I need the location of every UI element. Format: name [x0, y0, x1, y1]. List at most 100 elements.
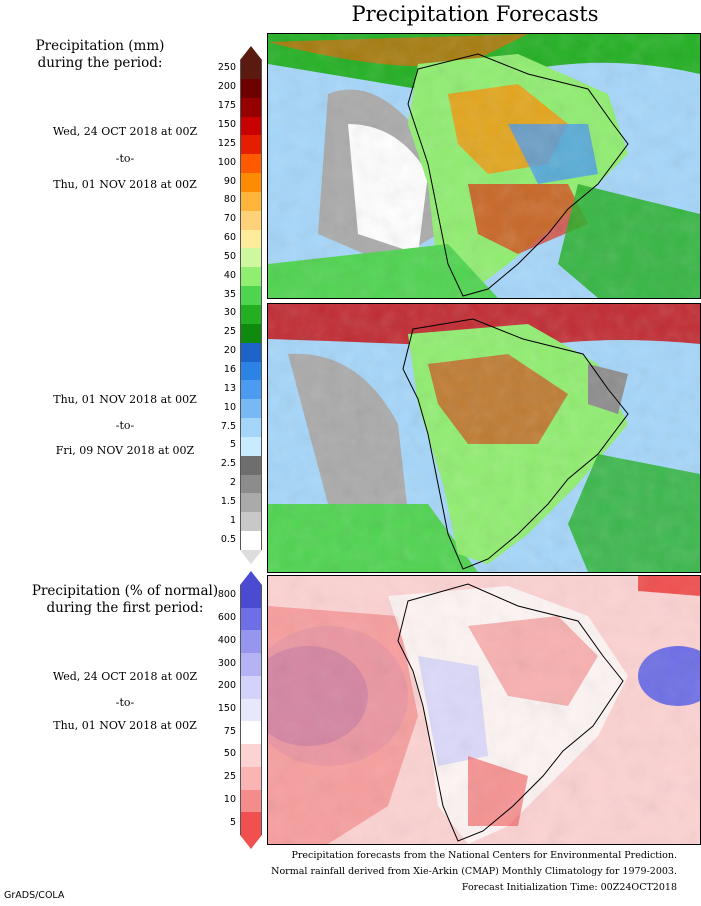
pct-scale-upper-arrow	[240, 571, 262, 585]
pct-scale-tick-label: 300	[217, 657, 236, 669]
panel2-start-date: Thu, 01 NOV 2018 at 00Z	[53, 393, 197, 406]
mm-scale-swatch	[240, 154, 262, 174]
mm-scale-tick-label: 60	[223, 232, 236, 244]
mm-scale-tick-label: 13	[223, 382, 236, 394]
panel3-header-line2: during the first period:	[46, 600, 204, 616]
credit-label: GrADS/COLA	[4, 890, 65, 901]
pct-scale-tick-label: 25	[223, 771, 236, 783]
mm-scale-swatch	[240, 78, 262, 98]
mm-scale-tick-label: 250	[217, 62, 236, 74]
precip-map-period1-graphic	[268, 34, 700, 298]
mm-colorbar	[240, 46, 262, 564]
mm-scale-swatch	[240, 474, 262, 494]
mm-scale-swatch	[240, 380, 262, 400]
mm-scale-tick-label: 0.5	[220, 533, 236, 545]
mm-scale-tick-label: 7.5	[220, 420, 236, 432]
mm-scale-swatch	[240, 493, 262, 513]
pct-scale-tick-label: 50	[223, 748, 236, 760]
panel2-to: -to-	[115, 419, 135, 432]
mm-scale-swatch	[240, 531, 262, 550]
precip-map-period2	[267, 303, 701, 573]
mm-scale-tick-label: 150	[217, 118, 236, 130]
mm-scale-swatch	[240, 60, 262, 79]
mm-scale-tick-label: 2.5	[220, 458, 236, 470]
panel1-to: -to-	[115, 152, 135, 165]
precip-map-period2-graphic	[268, 304, 700, 572]
mm-scale-swatch	[240, 116, 262, 136]
panel1-header: Precipitation (mm) during the period:	[0, 38, 200, 72]
pct-scale-swatch	[240, 675, 262, 699]
mm-scale-tick-label: 1	[229, 514, 236, 526]
panel3-start-date: Wed, 24 OCT 2018 at 00Z	[52, 670, 198, 683]
mm-scale-tick-label: 90	[223, 175, 236, 187]
mm-scale-tick-label: 50	[223, 250, 236, 262]
pct-scale-swatch	[240, 789, 262, 813]
mm-scale-tick-label: 2	[229, 477, 236, 489]
mm-scale-tick-label: 200	[217, 81, 236, 93]
mm-scale-tick-label: 125	[217, 137, 236, 149]
panel3-end-date: Thu, 01 NOV 2018 at 00Z	[53, 719, 197, 732]
mm-scale-swatch	[240, 305, 262, 324]
pct-scale-tick-label: 150	[217, 703, 236, 714]
mm-scale-swatch	[240, 418, 262, 437]
pct-scale-swatch	[240, 766, 262, 790]
mm-scale-swatch	[240, 455, 262, 475]
precip-map-period1	[267, 33, 701, 299]
pct-scale-tick-label: 200	[217, 680, 236, 692]
pct-scale-swatch	[240, 607, 262, 631]
mm-scale-tick-label: 20	[223, 345, 236, 357]
percent-normal-map	[267, 575, 701, 845]
mm-scale-tick-label: 5	[229, 439, 236, 451]
footer-line2: Normal rainfall derived from Xie-Arkin (…	[271, 866, 677, 877]
pct-scale-swatch	[240, 630, 262, 654]
mm-scale-swatch	[240, 323, 262, 343]
mm-scale-swatch	[240, 361, 262, 381]
mm-scale-swatch	[240, 399, 262, 419]
mm-scale-tick-label: 175	[217, 100, 236, 112]
mm-scale-tick-label: 80	[223, 194, 236, 206]
mm-scale-swatch	[240, 267, 262, 287]
mm-scale-tick-label: 16	[223, 363, 236, 375]
mm-scale-swatch	[240, 135, 262, 155]
panel3-header-line1: Precipitation (% of normal)	[31, 583, 219, 599]
pct-scale-tick-label: 400	[217, 634, 236, 646]
panel1-header-line2: during the period:	[37, 55, 163, 71]
mm-scale-tick-label: 100	[217, 156, 236, 168]
mm-scale-swatch	[240, 286, 262, 305]
panel1-end-date: Thu, 01 NOV 2018 at 00Z	[53, 178, 197, 191]
mm-scale-tick-label: 70	[223, 213, 236, 225]
panel1-start-date: Wed, 24 OCT 2018 at 00Z	[52, 125, 198, 138]
page-title: Precipitation Forecasts	[351, 2, 599, 26]
mm-scale-swatch	[240, 436, 262, 456]
mm-scale-swatch	[240, 191, 262, 211]
pct-scale-tick-label: 75	[223, 725, 236, 737]
mm-scale-tick-label: 1.5	[220, 495, 236, 507]
pct-scale-swatch	[240, 721, 262, 745]
pct-scale-swatch	[240, 698, 262, 722]
mm-scale-upper-arrow	[240, 46, 262, 60]
percent-colorbar	[240, 571, 262, 849]
mm-scale-swatch	[240, 248, 262, 268]
mm-scale-tick-label: 30	[223, 307, 236, 319]
mm-scale-tick-label: 35	[223, 288, 236, 300]
pct-scale-tick-label: 800	[217, 589, 236, 601]
mm-scale-swatch	[240, 97, 262, 117]
pct-scale-swatch	[240, 744, 262, 767]
pct-scale-tick-label: 600	[217, 612, 236, 624]
pct-scale-swatch	[240, 585, 262, 608]
pct-scale-swatch	[240, 653, 262, 676]
footer-notes: Precipitation forecasts from the Nationa…	[197, 848, 677, 896]
pct-scale-tick-label: 10	[223, 793, 236, 805]
panel1-header-line1: Precipitation (mm)	[35, 38, 165, 54]
mm-scale-lower-arrow	[240, 550, 262, 564]
panel2-end-date: Fri, 09 NOV 2018 at 00Z	[55, 444, 195, 457]
mm-scale-swatch	[240, 342, 262, 362]
pct-scale-lower-arrow	[240, 835, 262, 849]
mm-scale-swatch	[240, 210, 262, 230]
footer-line1: Precipitation forecasts from the Nationa…	[291, 850, 678, 861]
mm-scale-tick-label: 25	[223, 326, 236, 338]
panel3-to: -to-	[115, 696, 135, 709]
mm-scale-swatch	[240, 512, 262, 532]
mm-scale-tick-label: 10	[223, 401, 236, 413]
mm-scale-tick-label: 40	[223, 269, 236, 281]
